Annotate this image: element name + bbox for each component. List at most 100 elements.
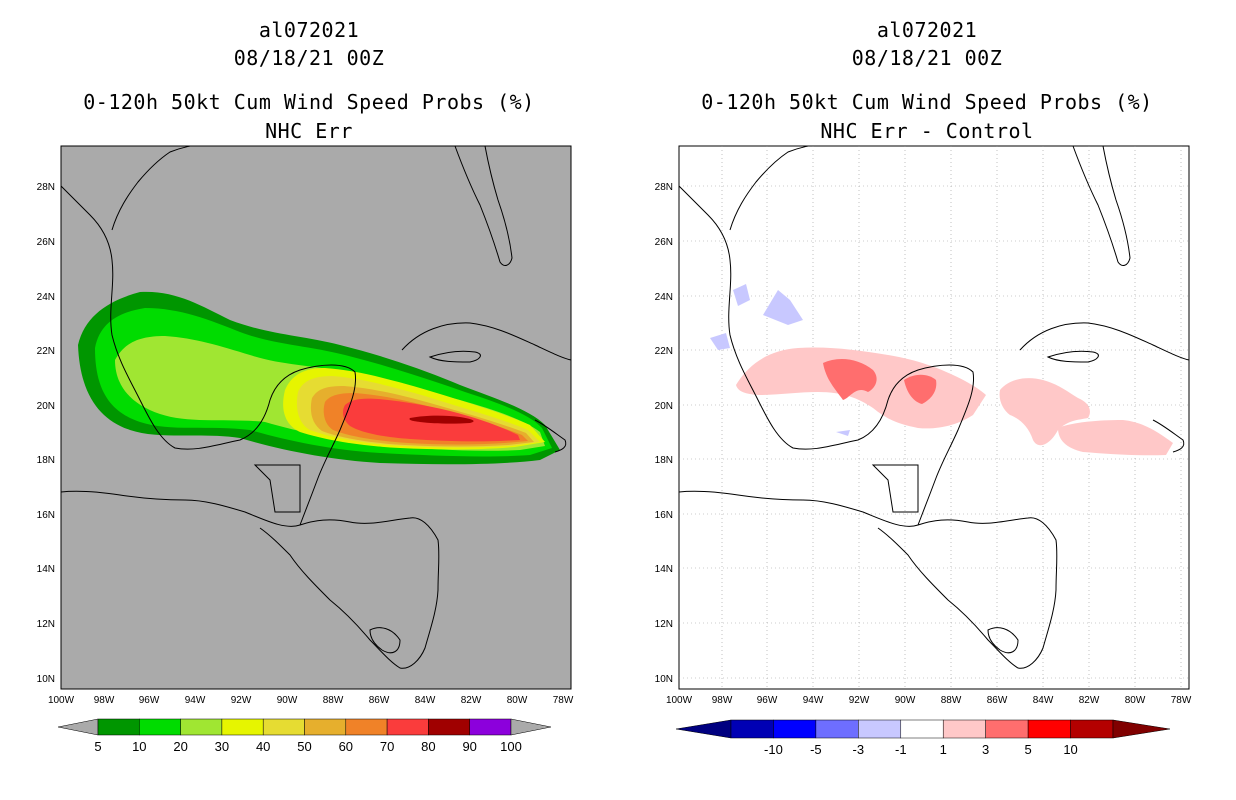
colorbar-label: 50 (297, 739, 311, 754)
left-panel: al072021 08/18/21 00Z 0-120h 50kt Cum Wi… (37, 18, 574, 754)
colorbar-cell (730, 719, 774, 739)
lon-label: 78W (553, 695, 574, 706)
colorbar-label: -1 (895, 742, 907, 757)
lon-label: 84W (415, 695, 436, 706)
colorbar-over-arrow (1112, 719, 1171, 739)
diff-neg-1-b (763, 290, 803, 325)
left-coastlines (60, 145, 572, 669)
lon-label: 100W (666, 695, 693, 706)
colorbar-cell (858, 719, 902, 739)
lon-label: 80W (507, 695, 528, 706)
lat-label: 14N (37, 564, 55, 575)
left-title-storm: al072021 (258, 18, 360, 42)
lat-label: 18N (655, 455, 673, 466)
colorbar-under-arrow (57, 718, 99, 736)
right-map: 28N 26N 24N 22N 20N 18N 16N 14N 12N 10N … (655, 145, 1192, 757)
colorbar-cell (304, 718, 347, 736)
right-title-product: 0-120h 50kt Cum Wind Speed Probs (%) (701, 90, 1153, 114)
lat-label: 24N (37, 292, 55, 303)
right-title-variant: NHC Err - Control (820, 119, 1034, 143)
colorbar-cell (386, 718, 429, 736)
colorbar-cell (900, 719, 944, 739)
diff-pos-3-a (823, 358, 877, 400)
lon-label: 100W (48, 695, 75, 706)
colorbar-label: 3 (982, 742, 989, 757)
left-title-time: 08/18/21 00Z (233, 46, 385, 70)
left-lon-ticks: 100W 98W 96W 94W 92W 90W 88W 86W 84W 82W… (48, 695, 574, 706)
lon-label: 82W (461, 695, 482, 706)
colorbar-cell (97, 718, 140, 736)
lon-label: 90W (277, 695, 298, 706)
colorbar-label: 40 (256, 739, 270, 754)
colorbar-cell (1070, 719, 1114, 739)
colorbar-cell (1027, 719, 1071, 739)
right-colorbar: -10 -5 -3 -1 1 3 5 10 (675, 719, 1171, 757)
lat-label: 12N (37, 619, 55, 630)
colorbar-label: 100 (500, 739, 522, 754)
colorbar-label: 1 (940, 742, 947, 757)
left-map: 28N 26N 24N 22N 20N 18N 16N 14N 12N 10N … (37, 145, 574, 754)
right-lon-ticks: 100W 98W 96W 94W 92W 90W 88W 86W 84W 82W… (666, 695, 1192, 706)
lat-label: 26N (655, 237, 673, 248)
lon-label: 82W (1079, 695, 1100, 706)
colorbar-cell (469, 718, 512, 736)
diff-pos-1-c (1058, 420, 1173, 456)
lon-label: 98W (94, 695, 115, 706)
lat-label: 10N (37, 674, 55, 685)
colorbar-under-arrow (675, 719, 732, 739)
lat-label: 20N (655, 401, 673, 412)
right-difference-contours (710, 284, 1173, 456)
lon-label: 98W (712, 695, 733, 706)
colorbar-over-arrow (510, 718, 552, 736)
colorbar-label: 30 (215, 739, 229, 754)
colorbar-cell (180, 718, 223, 736)
lat-label: 28N (37, 182, 55, 193)
lon-label: 96W (139, 695, 160, 706)
left-title-product: 0-120h 50kt Cum Wind Speed Probs (%) (83, 90, 535, 114)
colorbar-cell (221, 718, 264, 736)
right-title-time: 08/18/21 00Z (851, 46, 1003, 70)
colorbar-label: 70 (380, 739, 394, 754)
lat-label: 28N (655, 182, 673, 193)
lon-label: 94W (185, 695, 206, 706)
colorbar-cell (942, 719, 986, 739)
left-title-variant: NHC Err (265, 119, 353, 143)
lat-label: 26N (37, 237, 55, 248)
lat-label: 22N (655, 346, 673, 357)
right-lat-ticks: 28N 26N 24N 22N 20N 18N 16N 14N 12N 10N (655, 182, 673, 685)
right-panel: al072021 08/18/21 00Z 0-120h 50kt Cum Wi… (618, 0, 1236, 800)
colorbar-cell (985, 719, 1029, 739)
colorbar-cell (262, 718, 305, 736)
right-gridlines (679, 146, 1189, 689)
diff-pos-3-b (904, 374, 937, 404)
lat-label: 12N (655, 619, 673, 630)
lon-label: 80W (1125, 695, 1146, 706)
lon-label: 88W (941, 695, 962, 706)
lat-label: 22N (37, 346, 55, 357)
left-colorbar: 5 10 20 30 40 50 60 70 80 90 100 (57, 718, 552, 754)
colorbar-label: -3 (853, 742, 865, 757)
left-probability-contours (78, 291, 560, 465)
lat-label: 14N (655, 564, 673, 575)
lat-label: 16N (655, 510, 673, 521)
colorbar-label: 10 (1063, 742, 1077, 757)
colorbar-label: 60 (339, 739, 353, 754)
right-title-storm: al072021 (876, 18, 978, 42)
lon-label: 90W (895, 695, 916, 706)
lat-label: 16N (37, 510, 55, 521)
colorbar-label: 80 (421, 739, 435, 754)
colorbar-label: 5 (94, 739, 101, 754)
colorbar-label: 20 (173, 739, 187, 754)
lat-label: 20N (37, 401, 55, 412)
lon-label: 88W (323, 695, 344, 706)
diff-neg-1-a (733, 284, 750, 306)
colorbar-cell (428, 718, 470, 736)
diff-pos-1-b (999, 378, 1090, 446)
lon-label: 92W (231, 695, 252, 706)
lat-label: 10N (655, 674, 673, 685)
lon-label: 86W (369, 695, 390, 706)
colorbar-cell (773, 719, 817, 739)
lon-label: 86W (987, 695, 1008, 706)
left-lat-ticks: 28N 26N 24N 22N 20N 18N 16N 14N 12N 10N (37, 182, 55, 685)
colorbar-label: 90 (462, 739, 476, 754)
